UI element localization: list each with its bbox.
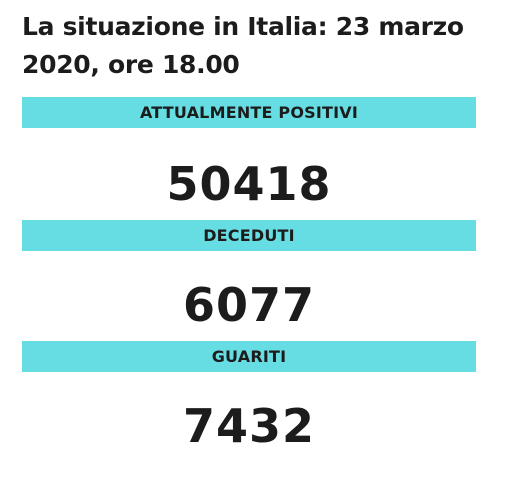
recovered-label: GUARITI xyxy=(211,347,287,366)
positive-count: 50418 xyxy=(166,157,332,211)
deceased-label: DECEDUTI xyxy=(203,226,295,245)
label-band-positive: ATTUALMENTE POSITIVI xyxy=(22,97,476,128)
positive-label: ATTUALMENTE POSITIVI xyxy=(139,103,359,122)
label-band-deceased: DECEDUTI xyxy=(22,220,476,251)
label-band-recovered: GUARITI xyxy=(22,341,476,372)
recovered-count: 7432 xyxy=(182,399,316,453)
deceased-count: 6077 xyxy=(182,278,316,332)
page-title: La situazione in Italia: 23 marzo 2020, … xyxy=(22,12,464,79)
